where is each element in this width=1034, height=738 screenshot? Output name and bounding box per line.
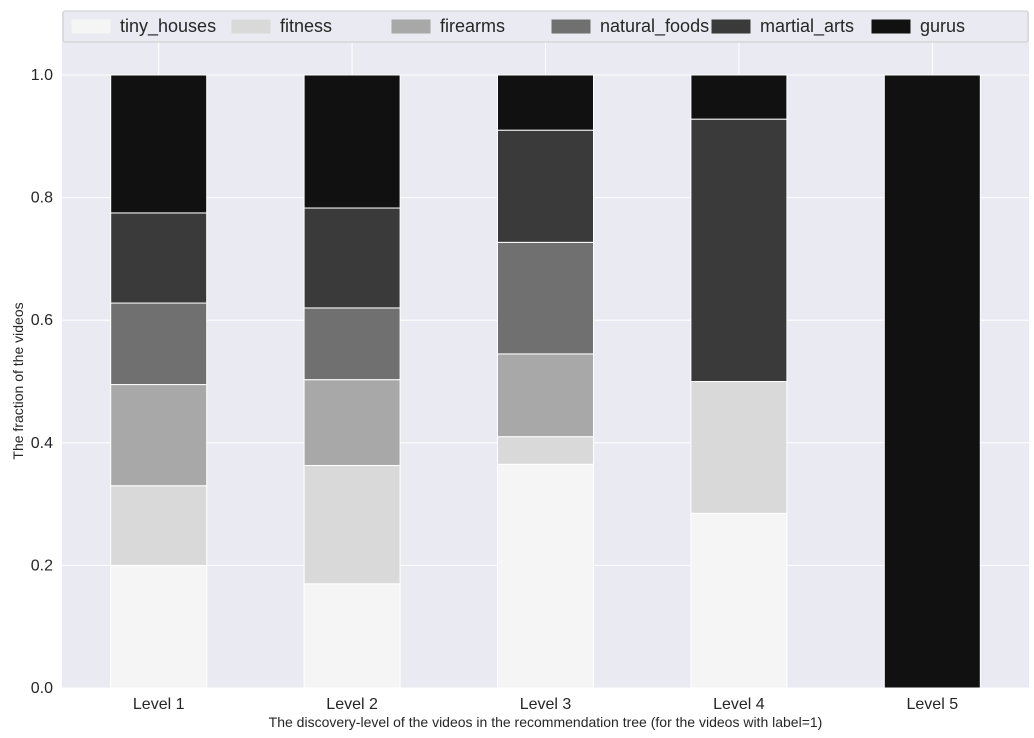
x-tick-label: Level 1 <box>133 696 185 713</box>
bar-segment-tiny-houses <box>690 512 788 689</box>
bar-segment-natural-foods <box>110 302 208 386</box>
bars <box>110 74 981 689</box>
legend-swatch-gurus <box>871 19 911 34</box>
x-tick-labels: Level 1 Level 2 Level 3 Level 4 Level 5 <box>133 696 958 713</box>
x-tick-label: Level 4 <box>713 696 765 713</box>
y-axis-label: The fraction of the videos <box>10 302 26 459</box>
bar-segment-tiny-houses <box>497 463 594 689</box>
bar-segment-fitness <box>690 381 788 514</box>
x-tick-label: Level 2 <box>326 696 378 713</box>
bar-segment-tiny-houses <box>110 564 208 689</box>
bar-segment-gurus <box>497 74 594 131</box>
legend-swatch-martial-arts <box>711 19 751 34</box>
bar-segment-martial-arts <box>497 129 594 243</box>
legend-label-natural-foods: natural_foods <box>600 16 709 37</box>
bar-segment-fitness <box>303 464 401 585</box>
y-tick-label: 1.0 <box>31 67 53 84</box>
bar-segment-natural-foods <box>497 241 594 355</box>
bar-segment-fitness <box>497 436 594 465</box>
y-tick-labels: 0.0 0.2 0.4 0.6 0.8 1.0 <box>31 67 53 697</box>
legend-label-tiny-houses: tiny_houses <box>120 16 216 37</box>
y-tick-label: 0.6 <box>31 312 53 329</box>
legend-label-firearms: firearms <box>440 16 505 36</box>
bar-segment-firearms <box>497 353 594 438</box>
bar-segment-martial-arts <box>690 118 788 383</box>
legend: tiny_houses fitness firearms natural_foods m… <box>62 10 1029 43</box>
bar-segment-natural-foods <box>303 307 401 381</box>
x-tick-label: Level 5 <box>907 696 959 713</box>
y-tick-label: 0.0 <box>31 680 53 697</box>
x-tick-label: Level 3 <box>520 696 572 713</box>
bar-segment-martial-arts <box>303 207 401 309</box>
legend-swatch-fitness <box>231 19 271 34</box>
bar-segment-gurus <box>303 74 401 209</box>
legend-label-martial-arts: martial_arts <box>760 16 854 37</box>
bar-segment-firearms <box>110 384 208 487</box>
bar-segment-martial-arts <box>110 212 208 304</box>
bar-segment-gurus <box>690 74 788 120</box>
bar-segment-firearms <box>303 379 401 466</box>
x-axis-label: The discovery-level of the videos in the… <box>269 714 823 730</box>
legend-frame <box>62 10 1029 43</box>
bar-segment-gurus <box>883 74 981 689</box>
bar-segment-tiny-houses <box>303 583 401 689</box>
legend-label-gurus: gurus <box>920 16 965 36</box>
legend-swatch-firearms <box>391 19 431 34</box>
bar-segment-gurus <box>110 74 208 214</box>
legend-swatch-tiny-houses <box>71 19 111 34</box>
y-tick-label: 0.2 <box>31 557 53 574</box>
legend-label-fitness: fitness <box>280 16 332 36</box>
bar-segment-fitness <box>110 485 208 566</box>
y-tick-label: 0.8 <box>31 190 53 207</box>
legend-swatch-natural-foods <box>551 19 591 34</box>
y-tick-label: 0.4 <box>31 435 53 452</box>
